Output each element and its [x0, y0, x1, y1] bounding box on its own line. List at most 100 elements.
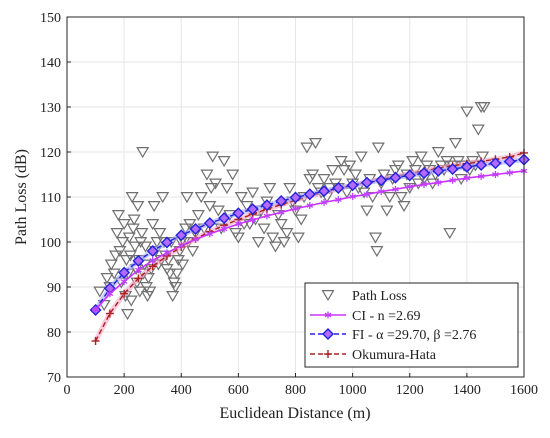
- ci-marker-stroke: [206, 231, 214, 237]
- ci-marker-stroke: [249, 217, 257, 223]
- ci-point: [135, 266, 142, 274]
- ci-point: [177, 242, 185, 250]
- path-loss-point: [107, 268, 121, 280]
- okumura-hata-point: [105, 309, 114, 318]
- ci-point: [235, 220, 242, 228]
- path-loss-point: [104, 259, 118, 271]
- x-tick-label: 200: [114, 383, 135, 398]
- fi-point: [475, 159, 488, 172]
- okumura-hata-point: [91, 337, 100, 345]
- fi-point: [375, 174, 388, 187]
- path-loss-point: [135, 228, 149, 240]
- ci-point: [363, 190, 371, 198]
- fi-point: [403, 169, 416, 182]
- ci-point: [434, 179, 442, 187]
- path-loss-point: [170, 268, 184, 280]
- path-loss-point: [308, 138, 323, 150]
- path-loss-point: [168, 282, 183, 294]
- ci-marker-stroke: [292, 206, 299, 212]
- fi-point: [446, 163, 459, 176]
- ci-marker-stroke: [363, 191, 371, 197]
- fi-point: [318, 185, 331, 198]
- legend-entry-ci: CI - n =2.69: [352, 309, 421, 324]
- path-loss-point: [251, 237, 265, 249]
- fi-point: [246, 203, 259, 216]
- path-loss-point: [268, 241, 283, 253]
- ci-marker-stroke: [120, 279, 128, 284]
- fi-point: [489, 157, 502, 170]
- path-loss-point: [411, 178, 425, 190]
- ci-marker-stroke: [263, 213, 271, 219]
- path-loss-point: [414, 151, 428, 163]
- path-loss-point: [294, 214, 308, 226]
- ci-marker-stroke: [149, 258, 157, 263]
- path-loss-point: [443, 228, 457, 240]
- path-loss-point: [200, 169, 214, 181]
- ci-point: [349, 193, 356, 201]
- fi-series: [89, 153, 530, 316]
- path-loss-point: [317, 174, 331, 186]
- ci-marker-stroke: [449, 178, 456, 183]
- okumura-hata-point: [134, 274, 143, 283]
- path-loss-point: [150, 237, 164, 249]
- y-tick-label: 90: [47, 281, 61, 296]
- path-loss-point: [300, 142, 314, 154]
- fi-point: [432, 164, 445, 177]
- legend-entry-fi: FI - α =29.70, β =2.76: [352, 328, 476, 343]
- x-tick-label: 0: [64, 383, 71, 398]
- ci-point: [220, 225, 228, 233]
- legend-fi-marker: [322, 328, 334, 340]
- ci-marker-stroke: [306, 203, 314, 208]
- path-loss-point: [257, 223, 271, 235]
- path-loss-point: [354, 151, 368, 163]
- legend-box: [304, 282, 519, 368]
- path-loss-point: [141, 273, 155, 285]
- ci-point: [477, 172, 485, 180]
- ci-marker-stroke: [192, 236, 199, 242]
- y-tick-label: 80: [47, 326, 61, 341]
- path-loss-point: [128, 241, 142, 253]
- path-loss-point: [371, 142, 385, 154]
- ci-marker-stroke: [334, 197, 342, 203]
- ci-point: [334, 196, 342, 204]
- ci-marker-stroke: [349, 194, 356, 199]
- ci-marker-stroke: [220, 226, 228, 232]
- path-loss-point: [127, 214, 141, 226]
- x-tick-label: 1600: [510, 383, 538, 398]
- ci-marker-stroke: [463, 175, 471, 181]
- x-axis-label: Euclidean Distance (m): [219, 405, 370, 422]
- ci-point: [377, 188, 385, 196]
- legend-symbol-fi: [310, 328, 346, 340]
- fi-point: [203, 217, 216, 230]
- ci-point: [492, 171, 499, 178]
- path-loss-point: [146, 219, 160, 231]
- path-loss-point: [100, 273, 114, 285]
- path-loss-point: [380, 205, 394, 217]
- path-loss-point: [191, 210, 205, 222]
- fi-point: [360, 176, 373, 189]
- path-loss-point: [283, 183, 297, 195]
- path-loss-point: [163, 268, 177, 280]
- legend-symbol-okumura-hata: [310, 350, 346, 358]
- path-loss-point: [194, 192, 208, 204]
- path-loss-point: [431, 147, 445, 159]
- fi-point: [332, 182, 345, 194]
- path-loss-point: [176, 259, 190, 271]
- okumura-hata-point: [120, 289, 129, 298]
- path-loss-point: [368, 232, 383, 244]
- path-loss-point: [226, 169, 240, 181]
- axis-ticks: 0 200 400 600 800 1000 1200 1400 1600 70 80 90 100 11…: [40, 11, 538, 398]
- y-tick-label: 130: [40, 101, 61, 116]
- path-loss-point: [119, 255, 133, 267]
- path-loss-point: [124, 295, 138, 307]
- ci-point: [163, 249, 171, 257]
- path-loss-point: [136, 147, 150, 159]
- fi-point: [218, 212, 231, 225]
- fi-point: [175, 229, 188, 242]
- ci-point: [206, 230, 214, 238]
- ci-point: [320, 198, 328, 206]
- fi-point: [160, 236, 173, 249]
- path-loss-point: [277, 237, 291, 249]
- ci-point: [449, 176, 456, 184]
